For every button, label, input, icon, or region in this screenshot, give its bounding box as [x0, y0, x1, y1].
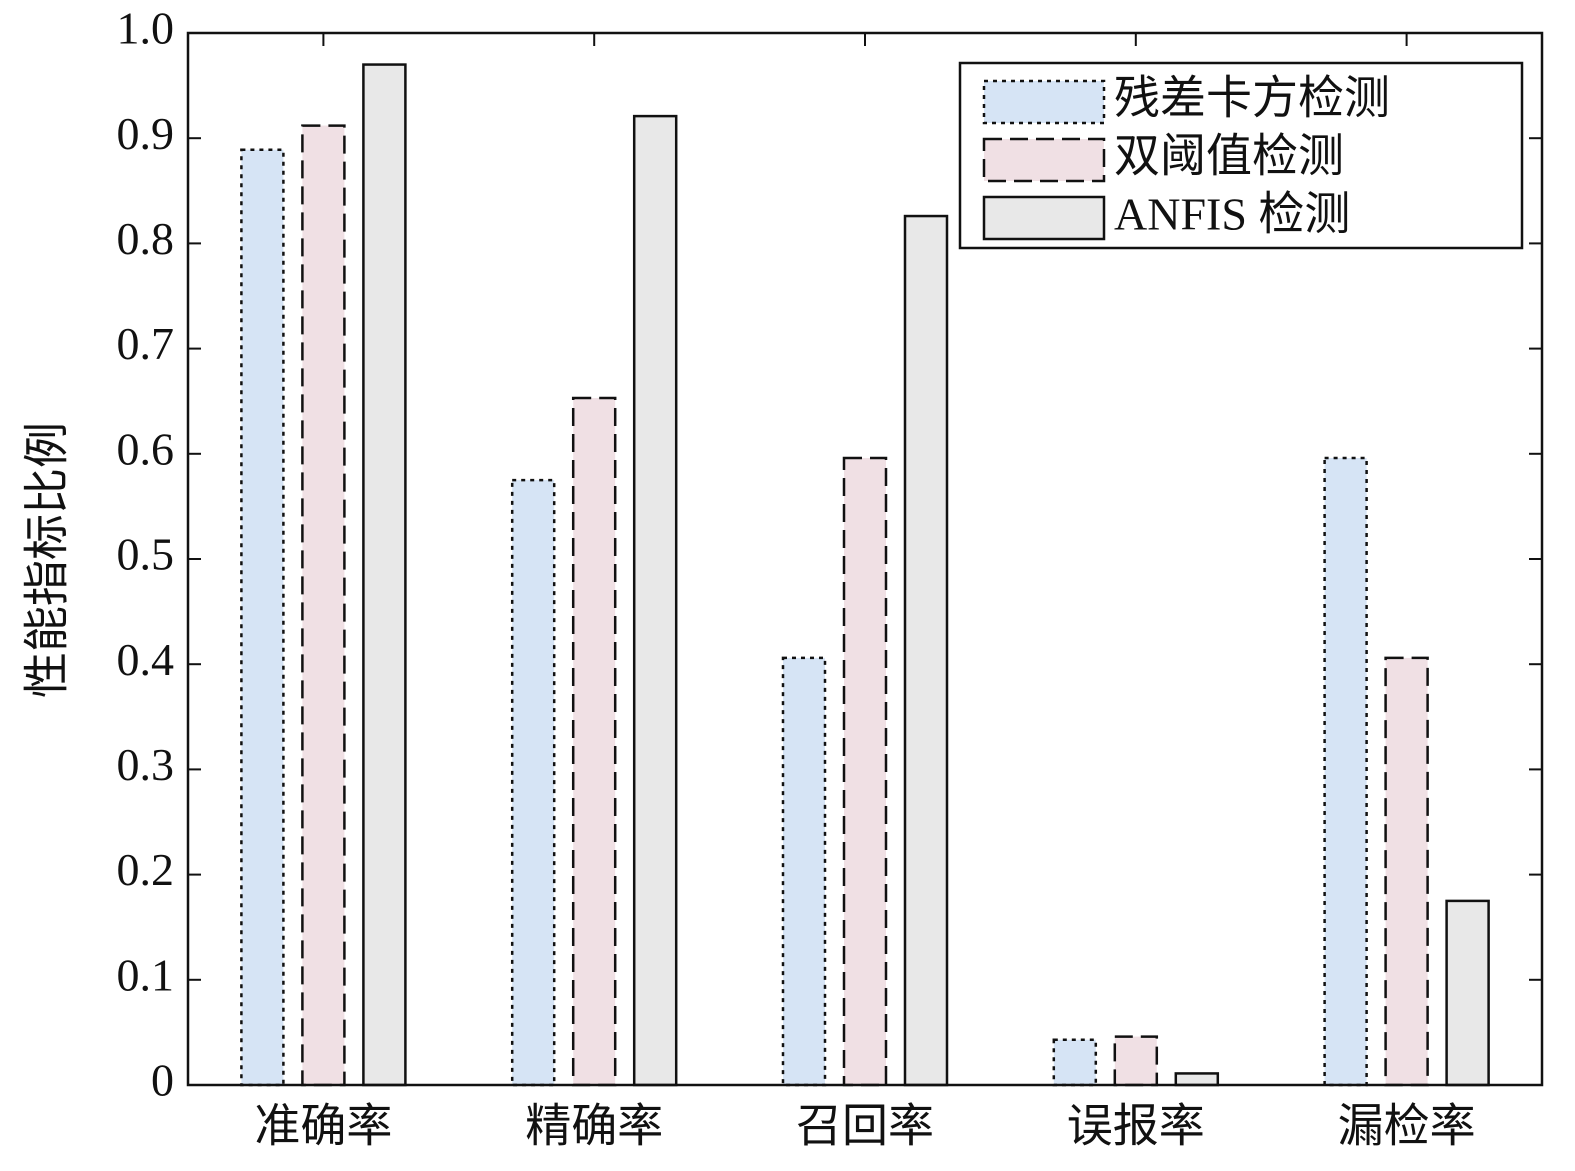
y-tick-label: 0 — [151, 1055, 174, 1106]
y-tick-label: 0.6 — [117, 423, 175, 474]
legend-swatch — [982, 195, 1106, 241]
y-tick-label: 1.0 — [117, 3, 175, 54]
y-tick-label: 0.9 — [117, 108, 175, 159]
y-tick-label: 0.3 — [117, 739, 175, 790]
bar — [240, 148, 285, 1087]
bar — [1445, 899, 1490, 1087]
y-tick-label: 0.5 — [117, 529, 175, 580]
bar — [1113, 1035, 1159, 1087]
x-tick-label: 精确率 — [525, 1101, 663, 1152]
y-tick-label: 0.7 — [117, 318, 175, 369]
legend-swatch — [982, 79, 1106, 125]
x-tick-label: 误报率 — [1067, 1101, 1205, 1152]
bar — [1052, 1038, 1098, 1087]
y-tick-label: 0.4 — [117, 634, 175, 685]
bar — [1174, 1072, 1220, 1087]
legend-swatch — [982, 137, 1106, 183]
bar — [842, 456, 888, 1087]
bar — [301, 124, 346, 1087]
bar — [781, 656, 827, 1087]
y-tick-label: 0.8 — [117, 213, 175, 264]
bar — [632, 114, 678, 1087]
plot-frame — [186, 31, 1544, 1087]
x-tick-label: 召回率 — [796, 1101, 934, 1152]
bar — [571, 396, 617, 1087]
legend-label: 双阈值检测 — [1114, 131, 1344, 182]
bar — [903, 214, 949, 1087]
legend-label: 残差卡方检测 — [1114, 73, 1390, 124]
x-tick-label: 准确率 — [254, 1101, 392, 1152]
bar — [362, 63, 407, 1087]
bar — [1323, 456, 1368, 1087]
y-axis-label: 性能指标比例 — [22, 422, 73, 698]
legend-label: ANFIS 检测 — [1114, 189, 1350, 240]
x-tick-label: 漏检率 — [1338, 1101, 1476, 1152]
y-tick-label: 0.1 — [117, 949, 175, 1000]
y-tick-label: 0.2 — [117, 844, 175, 895]
bar — [1384, 656, 1429, 1087]
bar — [510, 478, 556, 1087]
